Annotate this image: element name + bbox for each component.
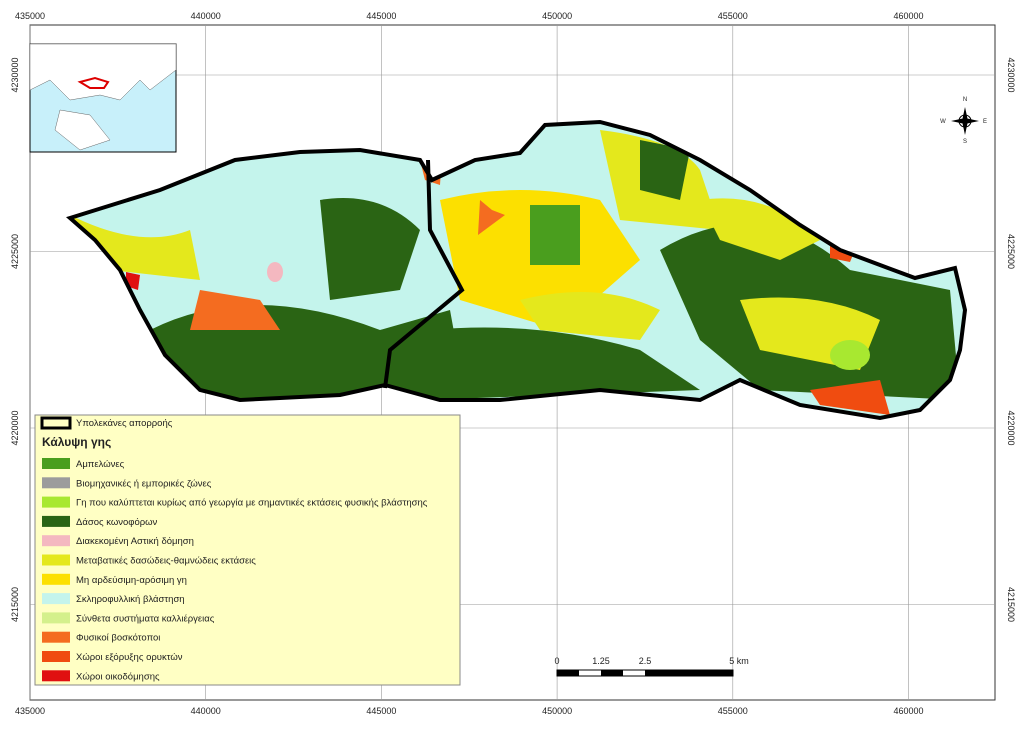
- legend-swatch: [42, 554, 70, 566]
- legend-swatch: [42, 477, 70, 489]
- legend-box: [34, 414, 461, 686]
- x-coord-top: 445000: [366, 11, 396, 21]
- y-coord-right: 4220000: [1006, 410, 1016, 445]
- y-coord-left: 4220000: [10, 410, 20, 445]
- x-coord-top: 440000: [191, 11, 221, 21]
- legend-title: Κάλυψη γης: [42, 435, 111, 449]
- legend-label: Αμπελώνες: [76, 459, 125, 470]
- y-coord-left: 4230000: [10, 57, 20, 92]
- legend-swatch: [42, 593, 70, 605]
- legend-swatch: [42, 458, 70, 469]
- legend: Υπολεκάνες απορροής Κάλυψη γης Αμπελώνες…: [34, 414, 461, 686]
- inset-map: [29, 43, 177, 153]
- legend-label: Σκληροφυλλική βλάστηση: [76, 594, 185, 605]
- y-coord-left: 4215000: [10, 587, 20, 622]
- x-coord-bottom: 455000: [718, 706, 748, 716]
- legend-label: Σύνθετα συστήματα καλλιέργειας: [76, 613, 215, 624]
- legend-label: Μεταβατικές δασώδεις-θαμνώδεις εκτάσεις: [76, 556, 256, 567]
- legend-label: Χώροι εξόρυξης ορυκτών: [76, 652, 183, 663]
- y-coord-right: 4230000: [1006, 57, 1016, 92]
- legend-swatch: [42, 612, 70, 624]
- legend-swatch: [42, 535, 70, 547]
- scale-label: 1.25: [592, 656, 610, 666]
- x-coord-bottom: 445000: [366, 706, 396, 716]
- x-coord-bottom: 435000: [15, 706, 45, 716]
- compass-n: N: [963, 97, 967, 103]
- legend-swatch: [42, 670, 70, 682]
- legend-swatch: [42, 573, 70, 585]
- legend-label: Χώροι οικοδόμησης: [76, 671, 160, 682]
- x-coord-top: 460000: [893, 11, 923, 21]
- x-coord-top: 450000: [542, 11, 572, 21]
- legend-label: Διακεκομένη Αστική δόμηση: [76, 536, 194, 547]
- legend-label: Δάσος κωνοφόρων: [76, 517, 158, 528]
- legend-label: Μη αρδεύσιμη-αρόσιμη γη: [76, 575, 187, 586]
- x-coord-bottom: 450000: [542, 706, 572, 716]
- scale-label: 0: [554, 656, 559, 666]
- legend-label: Βιομηχανικές ή εμπορικές ζώνες: [76, 478, 212, 489]
- scale-bar: 0 1.25 2.5 5 km: [554, 656, 749, 677]
- x-coord-top: 455000: [718, 11, 748, 21]
- x-coord-bottom: 460000: [893, 706, 923, 716]
- legend-label: Γη που καλύπτεται κυρίως από γεωργία με …: [76, 498, 428, 509]
- legend-swatch: [42, 651, 70, 662]
- compass: N S W E: [940, 97, 987, 145]
- legend-swatch: [42, 631, 70, 643]
- scale-label: 5 km: [729, 656, 749, 666]
- legend-label: Φυσικοί βοσκότοποι: [76, 633, 160, 644]
- y-coord-right: 4225000: [1006, 234, 1016, 269]
- legend-swatch: [42, 515, 70, 527]
- compass-e: E: [983, 119, 987, 125]
- legend-boundary-swatch: [40, 416, 72, 430]
- x-coord-bottom: 440000: [191, 706, 221, 716]
- y-coord-left: 4225000: [10, 234, 20, 269]
- legend-swatch: [42, 496, 70, 508]
- subbasin-divider: [383, 159, 465, 389]
- legend-boundary-label: Υπολεκάνες απορροής: [76, 418, 173, 429]
- compass-w: W: [940, 119, 946, 125]
- y-coord-right: 4215000: [1006, 587, 1016, 622]
- compass-s: S: [963, 139, 967, 145]
- x-coord-top: 435000: [15, 11, 45, 21]
- scale-label: 2.5: [639, 656, 652, 666]
